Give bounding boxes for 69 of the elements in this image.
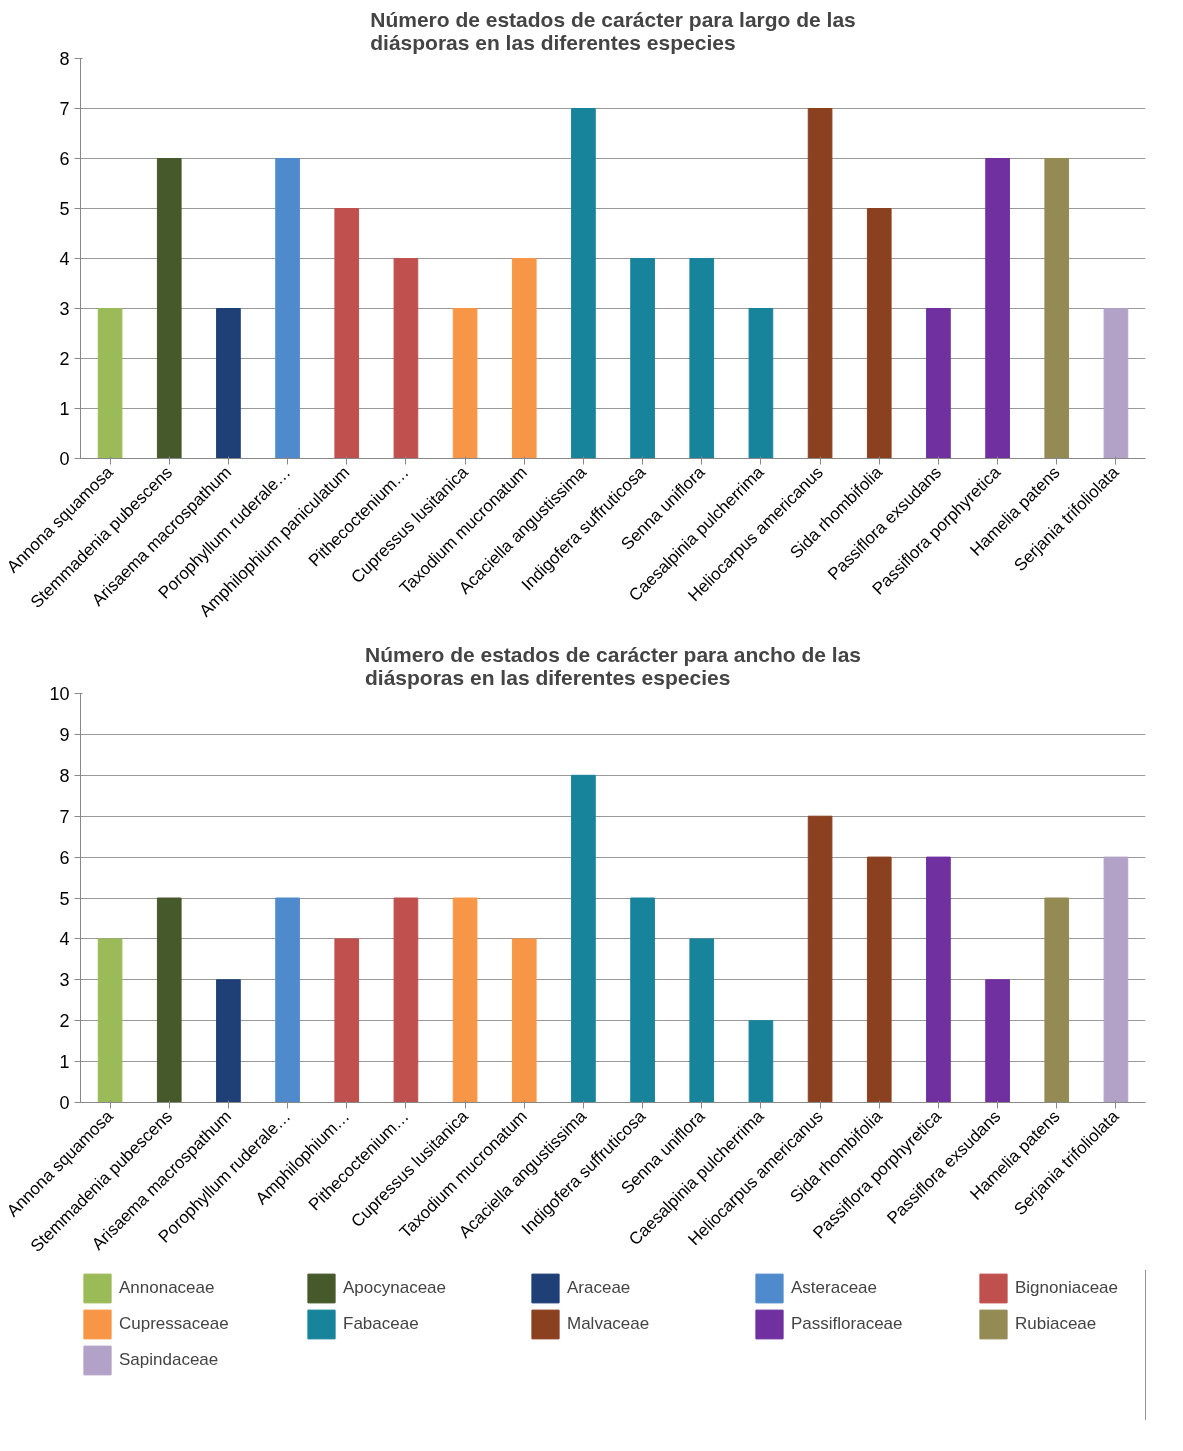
bar <box>97 308 123 459</box>
bar <box>866 208 892 459</box>
bar <box>334 938 360 1103</box>
y-tick-label: 2 <box>59 1011 70 1032</box>
bar <box>748 1020 774 1103</box>
y-tick-label: 6 <box>59 149 70 169</box>
bar <box>511 938 537 1103</box>
y-tick-label: 9 <box>59 724 70 745</box>
y-tick-label: 7 <box>59 99 70 119</box>
legend-label: Bignoniaceae <box>1015 1278 1120 1298</box>
legend-label: Cupressaceae <box>119 1314 230 1334</box>
y-tick-label: 3 <box>59 970 70 991</box>
bar <box>452 897 478 1103</box>
legend-label: Malvaceae <box>567 1314 651 1334</box>
y-tick-label: 1 <box>59 399 70 419</box>
y-tick-label: 10 <box>49 684 70 704</box>
y-tick-label: 8 <box>59 765 70 786</box>
bar <box>156 897 182 1103</box>
bar <box>926 308 951 459</box>
bar <box>393 258 419 459</box>
bar <box>926 856 951 1103</box>
bar <box>630 258 655 459</box>
bar <box>630 897 655 1103</box>
bar <box>571 108 596 459</box>
chart-title: Número de estados de carácter para ancho de las diásporas en las diferentes especies <box>364 642 862 689</box>
y-tick-label: 5 <box>59 888 70 909</box>
bar <box>97 938 123 1103</box>
bar <box>1044 897 1070 1103</box>
y-tick-label: 3 <box>59 299 70 319</box>
legend-label: Araceae <box>567 1278 632 1298</box>
legend-label: Fabaceae <box>343 1314 420 1334</box>
y-tick-label: 6 <box>59 847 70 868</box>
bar <box>807 108 833 459</box>
bar <box>571 774 596 1103</box>
y-tick-label: 0 <box>59 1093 70 1113</box>
y-tick-label: 5 <box>59 199 70 219</box>
bar <box>1103 308 1129 459</box>
bar <box>275 158 300 459</box>
legend-label: Annonaceae <box>119 1278 216 1298</box>
y-tick-label: 7 <box>59 806 70 827</box>
y-tick-label: 0 <box>59 449 70 469</box>
bar <box>216 979 241 1103</box>
bar <box>748 308 774 459</box>
bar <box>216 308 241 459</box>
bar <box>393 897 419 1103</box>
bar <box>866 856 892 1103</box>
legend-label: Passifloraceae <box>791 1314 904 1334</box>
y-tick-label: 8 <box>59 49 70 69</box>
bar <box>807 815 833 1103</box>
bar <box>156 158 182 459</box>
legend-label: Sapindaceae <box>119 1350 220 1370</box>
y-tick-label: 1 <box>59 1052 70 1073</box>
legend-label: Rubiaceae <box>1015 1314 1098 1334</box>
bar <box>689 258 715 459</box>
bar <box>689 938 715 1103</box>
bar <box>985 979 1010 1103</box>
bar <box>511 258 537 459</box>
y-tick-label: 4 <box>59 249 70 269</box>
bar <box>1103 856 1129 1103</box>
bar <box>334 208 360 459</box>
legend-label: Apocynaceae <box>343 1278 448 1298</box>
bar <box>985 158 1010 459</box>
chart-title: Número de estados de carácter para largo de las diásporas en las diferentes especies <box>370 7 856 54</box>
bar <box>275 897 300 1103</box>
y-tick-label: 2 <box>59 349 70 369</box>
y-tick-label: 4 <box>59 929 70 950</box>
bar <box>452 308 478 459</box>
bar <box>1044 158 1070 459</box>
legend-label: Asteraceae <box>791 1278 878 1298</box>
